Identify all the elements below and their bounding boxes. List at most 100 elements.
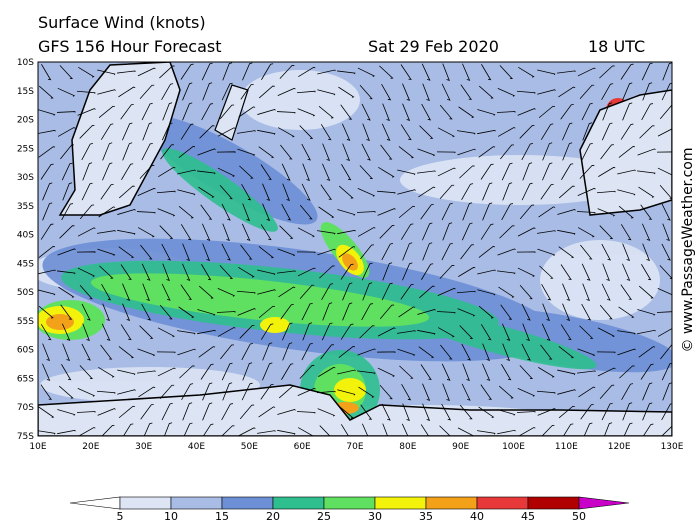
- wind-barb: [478, 246, 496, 258]
- wind-barb: [597, 367, 616, 377]
- wind-barb: [461, 183, 474, 201]
- wind-barb: [201, 103, 214, 121]
- wind-barb: [461, 222, 473, 241]
- wind-barb: [178, 205, 194, 219]
- wind-barb: [282, 342, 293, 361]
- wind-barb: [161, 243, 171, 261]
- wind-barb: [501, 364, 512, 381]
- wind-barb: [637, 170, 656, 175]
- wind-barb: [381, 403, 391, 421]
- wind-barb: [602, 102, 613, 121]
- wind-barb: [420, 204, 434, 220]
- wind-barb: [501, 203, 514, 221]
- wind-barb: [382, 103, 390, 122]
- wind-barb: [657, 167, 672, 176]
- wind-barb: [480, 384, 493, 400]
- wind-barb: [38, 109, 56, 116]
- wind-barb: [620, 224, 632, 241]
- wind-barb: [78, 66, 95, 78]
- wind-barb: [460, 244, 474, 260]
- wind-barb: [157, 327, 175, 338]
- wind-barb: [480, 163, 494, 180]
- wind-barb: [537, 69, 556, 76]
- colorbar-label: 25: [317, 510, 331, 523]
- wind-barb: [579, 165, 595, 179]
- lon-label: 110E: [555, 442, 578, 452]
- wind-barb: [537, 408, 556, 416]
- wind-barb: [118, 246, 135, 259]
- wind-barb: [642, 243, 651, 261]
- wind-barb: [197, 148, 216, 156]
- wind-barb: [640, 363, 654, 380]
- lon-label: 20E: [82, 442, 99, 452]
- wind-barb: [441, 403, 452, 421]
- wind-barb: [360, 404, 373, 420]
- wind-barb: [100, 183, 114, 200]
- wind-barb: [377, 208, 396, 216]
- wind-barb: [221, 403, 234, 421]
- wind-barb: [482, 202, 493, 221]
- wind-barb: [662, 382, 672, 401]
- wind-barb: [516, 411, 536, 413]
- wind-barb: [402, 103, 411, 121]
- wind-barb: [560, 104, 574, 120]
- wind-barb: [140, 244, 153, 260]
- wind-barb: [79, 284, 93, 300]
- lat-label: 35S: [17, 202, 34, 212]
- wind-barb: [359, 84, 373, 100]
- wind-barb: [480, 324, 492, 341]
- wind-barb: [138, 386, 156, 398]
- wind-barb: [182, 263, 191, 281]
- wind-barb: [221, 425, 235, 436]
- lat-label: 45S: [17, 259, 34, 269]
- wind-barb: [141, 303, 152, 321]
- wind-barb: [580, 244, 593, 260]
- wind-barb: [200, 363, 214, 380]
- wind-barb: [436, 311, 456, 314]
- wind-barb: [439, 184, 455, 200]
- wind-barb: [557, 229, 576, 235]
- wind-barb: [497, 87, 516, 97]
- wind-barb: [341, 164, 352, 181]
- wind-barb: [560, 324, 572, 341]
- wind-barb: [159, 65, 175, 79]
- wind-barb: [480, 223, 494, 240]
- colorbar-label: 20: [266, 510, 280, 523]
- wind-barb: [97, 69, 116, 76]
- wind-barb: [577, 348, 596, 357]
- wind-barb: [183, 422, 193, 436]
- wind-barb: [217, 287, 236, 297]
- wind-barb: [219, 104, 235, 120]
- wind-barb: [558, 405, 575, 419]
- wind-barb: [459, 165, 475, 179]
- wind-barb: [460, 84, 472, 100]
- wind-barb: [202, 382, 213, 401]
- wind-barb: [597, 208, 616, 217]
- wind-barb: [437, 127, 455, 138]
- wind-barb: [217, 127, 236, 137]
- wind-barb: [62, 323, 71, 341]
- lon-label: 40E: [188, 442, 205, 452]
- wind-barb: [519, 365, 534, 380]
- wind-barb: [222, 382, 233, 401]
- colorbar-segment: [374, 496, 427, 510]
- wind-barb: [502, 323, 511, 341]
- wind-barb: [402, 83, 411, 101]
- wind-barb: [59, 65, 74, 80]
- wind-barb: [604, 422, 613, 436]
- wind-barb: [141, 263, 151, 281]
- wind-barb: [99, 265, 114, 279]
- wind-barb: [76, 411, 96, 413]
- wind-barb: [376, 190, 396, 194]
- wind-barb: [216, 151, 236, 153]
- wind-barb: [139, 84, 155, 100]
- wind-barb: [337, 389, 356, 396]
- wind-barb: [359, 165, 374, 180]
- wind-barb: [462, 202, 473, 221]
- wind-barb: [542, 162, 553, 181]
- wind-barb: [441, 363, 451, 381]
- wind-barb: [260, 224, 272, 241]
- wind-barb: [262, 362, 273, 381]
- wind-barb: [617, 189, 636, 196]
- wind-barb: [421, 63, 431, 81]
